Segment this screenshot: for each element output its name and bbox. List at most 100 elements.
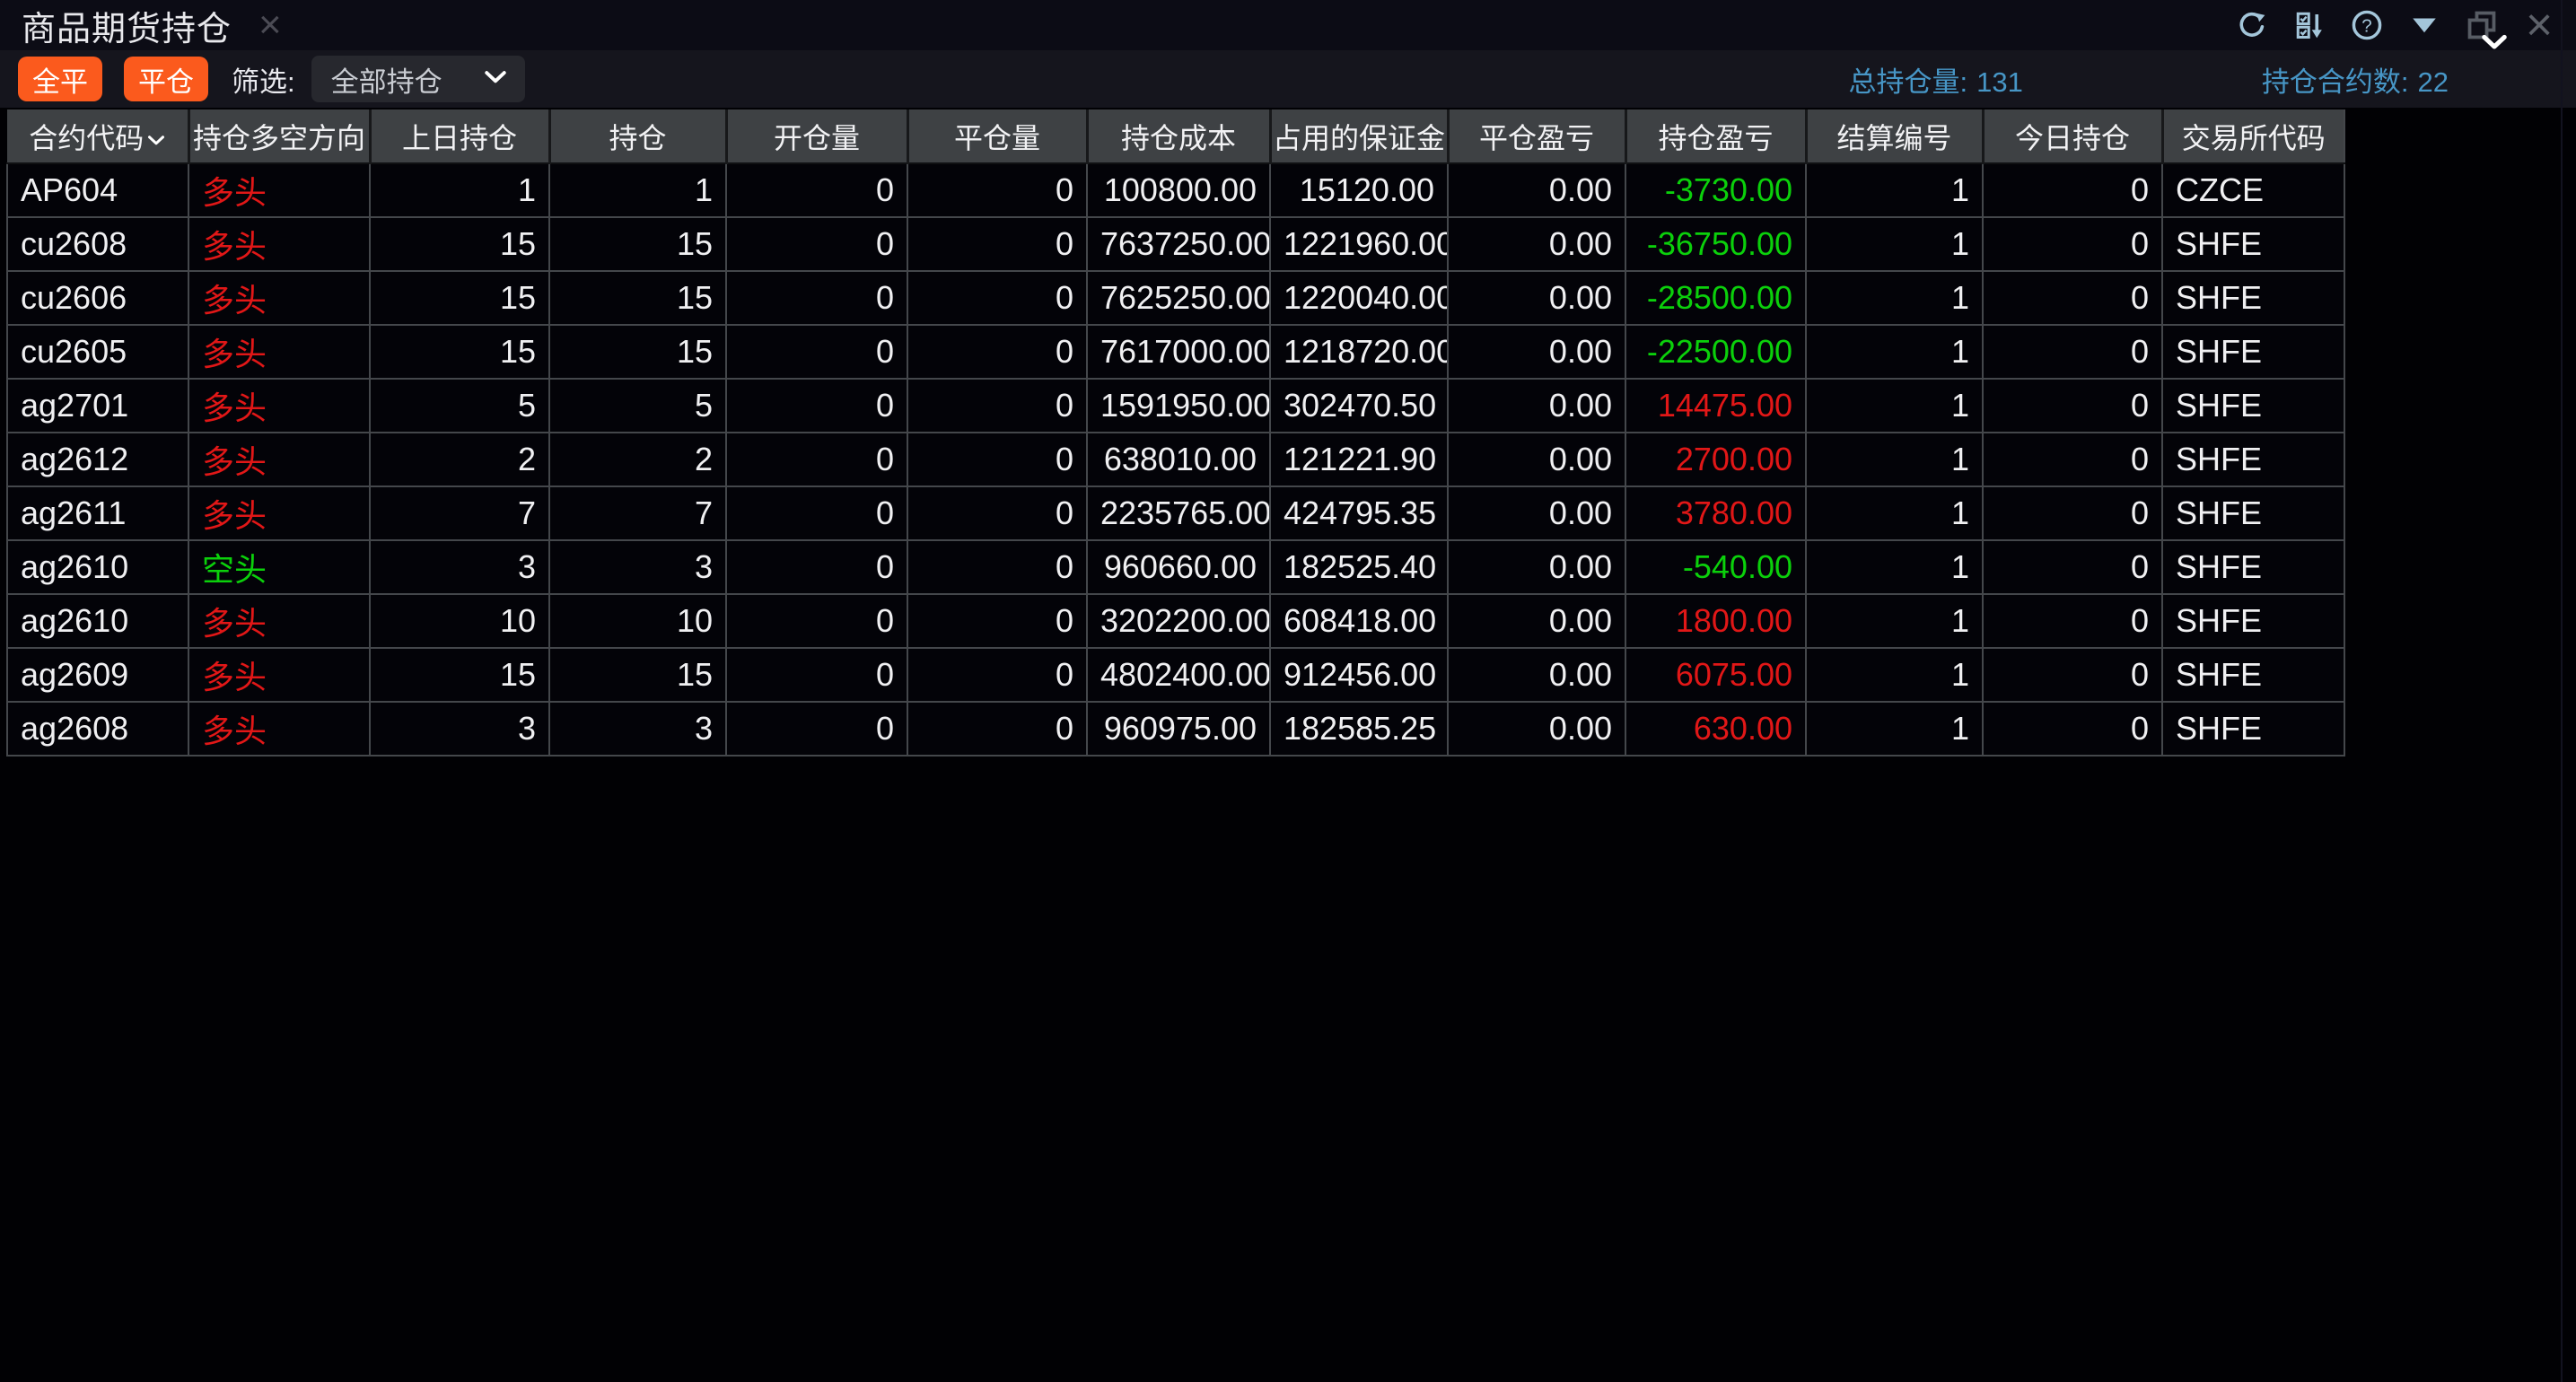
column-header-1[interactable]: 持仓多空方向 xyxy=(188,109,372,164)
table-row[interactable]: ag2610 空头 3 3 0 0 960660.00 182525.40 0.00 -540.0… xyxy=(6,539,2345,595)
column-settings-icon[interactable] xyxy=(2292,8,2326,42)
filter-label: 筛选: xyxy=(232,66,295,98)
cell: 0 xyxy=(1982,701,2163,757)
cell: 0 xyxy=(907,485,1088,541)
cell: 1218720.00 xyxy=(1269,324,1449,380)
cell: 多头 xyxy=(188,162,371,218)
cell: 0 xyxy=(725,216,908,272)
cell: 0.00 xyxy=(1447,378,1626,433)
cell: SHFE xyxy=(2161,324,2345,380)
cell: 15 xyxy=(548,216,727,272)
cell: 1591950.00 xyxy=(1086,378,1271,433)
column-header-5[interactable]: 平仓量 xyxy=(907,109,1089,164)
cell: ag2610 xyxy=(6,539,189,595)
restore-window-icon[interactable] xyxy=(2465,8,2499,42)
cell: 1 xyxy=(1805,647,1984,703)
contract-count-stat: 持仓合约数: 22 xyxy=(2261,66,2449,98)
cell: ag2609 xyxy=(6,647,189,703)
cell: 1800.00 xyxy=(1625,593,1807,649)
table-row[interactable]: cu2606 多头 15 15 0 0 7625250.00 1220040.00 0.00 -2… xyxy=(6,270,2345,326)
cell: 182585.25 xyxy=(1269,701,1449,757)
cell: 7 xyxy=(548,485,727,541)
column-header-8[interactable]: 平仓盈亏 xyxy=(1448,109,1627,164)
column-header-3[interactable]: 持仓 xyxy=(549,109,728,164)
tab-close-icon[interactable]: × xyxy=(258,3,282,47)
cell: 0 xyxy=(725,539,908,595)
column-header-2[interactable]: 上日持仓 xyxy=(370,109,551,164)
table-row[interactable]: cu2605 多头 15 15 0 0 7617000.00 1218720.00 0.00 -2… xyxy=(6,324,2345,380)
cell: 15 xyxy=(369,216,550,272)
chevron-down-icon[interactable] xyxy=(2481,34,2508,55)
column-header-4[interactable]: 开仓量 xyxy=(726,109,909,164)
table-row[interactable]: ag2609 多头 15 15 0 0 4802400.00 912456.00 0.00 607… xyxy=(6,647,2345,703)
cell: 1 xyxy=(1805,701,1984,757)
table-row[interactable]: AP604 多头 1 1 0 0 100800.00 15120.00 0.00 -3730.00… xyxy=(6,162,2345,218)
cell: ag2610 xyxy=(6,593,189,649)
table-row[interactable]: ag2608 多头 3 3 0 0 960975.00 182585.25 0.00 630.00… xyxy=(6,701,2345,757)
dropdown-triangle-icon[interactable] xyxy=(2407,8,2441,42)
help-icon[interactable]: ? xyxy=(2350,8,2384,42)
cell: 3 xyxy=(548,701,727,757)
cell: 0 xyxy=(725,162,908,218)
cell: -3730.00 xyxy=(1625,162,1807,218)
cell: 0 xyxy=(1982,270,2163,326)
cell: 630.00 xyxy=(1625,701,1807,757)
cell: 960975.00 xyxy=(1086,701,1271,757)
cell: 1220040.00 xyxy=(1269,270,1449,326)
table-row[interactable]: ag2612 多头 2 2 0 0 638010.00 121221.90 0.00 2700.0… xyxy=(6,432,2345,487)
cell: 0 xyxy=(725,593,908,649)
table-row[interactable]: ag2610 多头 10 10 0 0 3202200.00 608418.00 0.00 180… xyxy=(6,593,2345,649)
page-title: 商品期货持仓 xyxy=(22,10,232,48)
column-header-6[interactable]: 持仓成本 xyxy=(1087,109,1272,164)
cell: 1 xyxy=(1805,162,1984,218)
cell: 15 xyxy=(548,270,727,326)
cell: CZCE xyxy=(2161,162,2345,218)
table-row[interactable]: cu2608 多头 15 15 0 0 7637250.00 1221960.00 0.00 -3… xyxy=(6,216,2345,272)
cell: 0 xyxy=(725,432,908,487)
cell: 1221960.00 xyxy=(1269,216,1449,272)
cell: 1 xyxy=(1805,593,1984,649)
cell: 7 xyxy=(369,485,550,541)
column-header-9[interactable]: 持仓盈亏 xyxy=(1625,109,1808,164)
cell: 15 xyxy=(548,324,727,380)
cell: 4802400.00 xyxy=(1086,647,1271,703)
cell: 0 xyxy=(725,485,908,541)
refresh-icon[interactable] xyxy=(2235,8,2269,42)
positions-table-wrap: 合约代码 持仓多空方向 上日持仓 持仓 开仓量 平仓量 持仓成本 占用的保证金 平仓盈亏 持仓盈亏… xyxy=(6,109,2345,757)
cell: SHFE xyxy=(2161,485,2345,541)
cell: ag2701 xyxy=(6,378,189,433)
cell: SHFE xyxy=(2161,270,2345,326)
cell: 0 xyxy=(1982,378,2163,433)
cell: 多头 xyxy=(188,485,371,541)
cell: 1 xyxy=(1805,485,1984,541)
cell: 0.00 xyxy=(1447,270,1626,326)
cell: 638010.00 xyxy=(1086,432,1271,487)
cell: SHFE xyxy=(2161,593,2345,649)
column-header-11[interactable]: 今日持仓 xyxy=(1983,109,2164,164)
cell: SHFE xyxy=(2161,216,2345,272)
cell: 2235765.00 xyxy=(1086,485,1271,541)
column-header-10[interactable]: 结算编号 xyxy=(1806,109,1985,164)
toolbar: 全平 平仓 筛选: 全部持仓 总持仓量: 131 持仓合约数: 22 xyxy=(0,50,2576,108)
cell: 0 xyxy=(1982,539,2163,595)
cell: 多头 xyxy=(188,432,371,487)
cell: cu2605 xyxy=(6,324,189,380)
cell: 182525.40 xyxy=(1269,539,1449,595)
close-position-button[interactable]: 平仓 xyxy=(124,57,208,101)
cell: 0.00 xyxy=(1447,539,1626,595)
close-all-button[interactable]: 全平 xyxy=(18,57,102,101)
cell: 2700.00 xyxy=(1625,432,1807,487)
cell: ag2608 xyxy=(6,701,189,757)
cell: 0.00 xyxy=(1447,324,1626,380)
cell: 15 xyxy=(548,647,727,703)
filter-dropdown[interactable]: 全部持仓 xyxy=(311,56,525,102)
window-edge-divider xyxy=(2561,0,2563,1382)
column-header-0[interactable]: 合约代码 xyxy=(7,109,190,164)
cell: ag2612 xyxy=(6,432,189,487)
column-header-12[interactable]: 交易所代码 xyxy=(2162,109,2345,164)
close-window-icon[interactable]: × xyxy=(2525,0,2554,51)
table-row[interactable]: ag2611 多头 7 7 0 0 2235765.00 424795.35 0.00 3780.… xyxy=(6,485,2345,541)
column-header-7[interactable]: 占用的保证金 xyxy=(1270,109,1450,164)
cell: 0.00 xyxy=(1447,216,1626,272)
table-row[interactable]: ag2701 多头 5 5 0 0 1591950.00 302470.50 0.00 14475… xyxy=(6,378,2345,433)
